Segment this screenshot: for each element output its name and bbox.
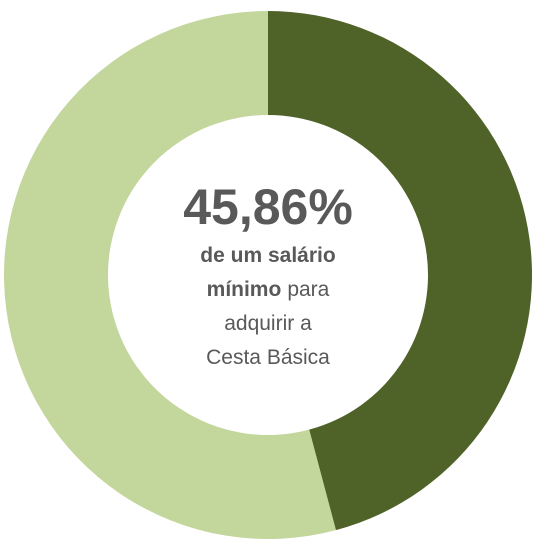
value-label: 45,86% [183, 179, 353, 235]
annotation-run: mínimo [207, 278, 282, 301]
annotation-line: Cesta Básica [206, 346, 330, 369]
annotation-run: de um salário [200, 244, 335, 267]
annotation-run: adquirir a [224, 312, 312, 335]
annotation-line: adquirir a [224, 312, 312, 335]
annotation-run: para [287, 278, 329, 301]
annotation-line: de um salário [200, 244, 335, 267]
annotation-line: mínimo para [207, 278, 330, 301]
slice [3, 11, 336, 539]
slice [268, 11, 532, 531]
annotation-run: Cesta Básica [206, 346, 330, 369]
